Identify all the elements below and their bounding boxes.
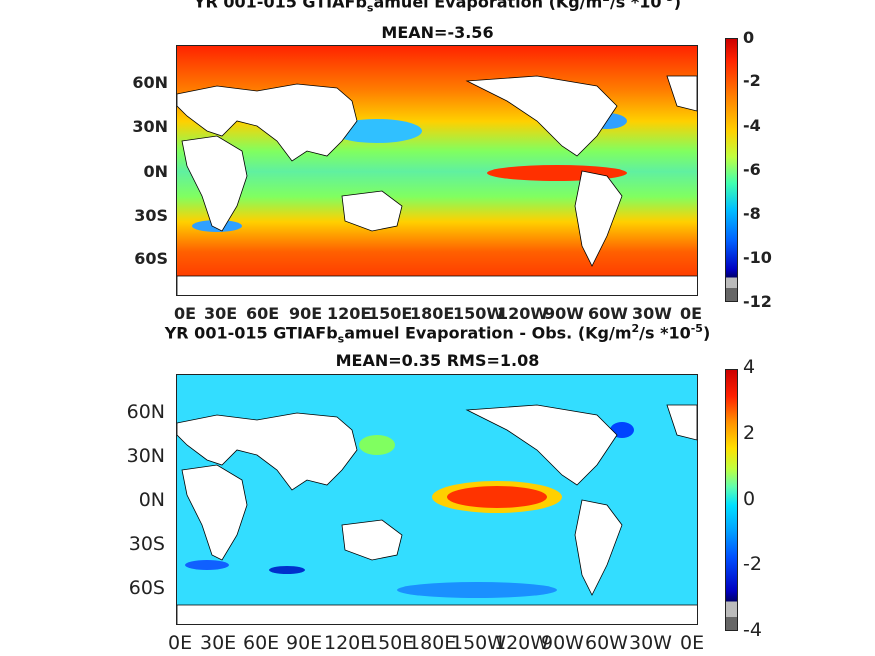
panel1-australia xyxy=(341,190,403,232)
panel2-lon-label: 180E xyxy=(408,632,457,654)
panel1-lon-label: 60W xyxy=(588,304,628,323)
panel1-lon-axis: 0E 30E 60E 90E 120E 150E 180E 150W 120W … xyxy=(0,304,875,324)
panel1-lon-label: 90E xyxy=(289,304,323,323)
panel2-south-indian-anom-2 xyxy=(269,566,305,574)
panel2-lon-label: 30W xyxy=(629,632,672,654)
panel2-equatorial-positive xyxy=(447,486,547,508)
panel1-lon-label: 0E xyxy=(174,304,197,323)
panel2-lon-label: 150W xyxy=(451,632,507,654)
panel2-africa xyxy=(181,464,248,561)
panel2-australia xyxy=(341,519,403,561)
panel1-lon-label: 150E xyxy=(368,304,413,323)
panel2-cbar-tick: 4 xyxy=(743,356,756,378)
panel2-map xyxy=(176,374,698,625)
panel1-map xyxy=(176,45,698,296)
panel1-lon-label: 120E xyxy=(327,304,372,323)
panel2-cbar-tick: 2 xyxy=(743,422,756,444)
panel1-land xyxy=(177,75,697,295)
panel2-southern-ocean-anom xyxy=(397,582,557,598)
panel1-lat-30s: 30S xyxy=(134,206,168,225)
panel1-lon-label: 30W xyxy=(632,304,672,323)
panel1-cbar-tick: -10 xyxy=(743,248,772,267)
panel2-lat-60n: 60N xyxy=(126,401,165,423)
panel2-lon-label: 0E xyxy=(168,632,193,654)
panel1-cbar-tick: -4 xyxy=(743,116,761,135)
panel1-lon-label: 120W xyxy=(497,304,549,323)
panel1-lon-label: 150W xyxy=(453,304,505,323)
panel1-cbar-tick: -8 xyxy=(743,204,761,223)
panel1-lon-label: 90W xyxy=(544,304,584,323)
panel1-south-america xyxy=(574,170,623,267)
panel1-lat-60s: 60S xyxy=(134,249,168,268)
panel2-cbar-tick: 0 xyxy=(743,488,756,510)
panel2-lat-0n: 0N xyxy=(138,489,165,511)
panel1-lat-0n: 0N xyxy=(143,162,168,181)
panel1-eurasia xyxy=(177,83,358,162)
panel2-lon-label: 60E xyxy=(243,632,280,654)
panel1-cbar-tick: -2 xyxy=(743,71,761,90)
panel2-greenland xyxy=(666,404,697,441)
panel1-lon-label: 180E xyxy=(410,304,455,323)
panel2-lon-label: 30E xyxy=(200,632,237,654)
panel1-title: YR 001-015 GTIAFbsamuel Evaporation (Kg/… xyxy=(193,0,682,15)
panel2-colorbar xyxy=(725,369,738,631)
panel1-greenland xyxy=(666,75,697,112)
panel2-cbar-tick: -2 xyxy=(743,553,762,575)
panel2-lon-axis: 0E 30E 60E 90E 120E 150E 180E 150W 120W … xyxy=(0,632,875,654)
panel2-lon-label: 60W xyxy=(585,632,628,654)
panel2-north-america xyxy=(465,404,618,486)
panel1-cbar-tick: -6 xyxy=(743,160,761,179)
panel2-lon-label: 90E xyxy=(286,632,323,654)
panel1-cbar-tick: -12 xyxy=(743,292,772,311)
panel2-kuroshio-anom xyxy=(359,435,395,455)
panel2-lon-label: 120E xyxy=(324,632,373,654)
panel2-title: YR 001-015 GTIAFbsamuel Evaporation - Ob… xyxy=(164,322,711,346)
panel2-south-indian-anom xyxy=(185,560,229,570)
panel2-lon-label: 150E xyxy=(366,632,415,654)
panel2-cbar-tick: -4 xyxy=(743,619,762,641)
panel2-lat-30n: 30N xyxy=(126,445,165,467)
panel2-south-america xyxy=(574,499,623,596)
panel1-cbar-tick: 0 xyxy=(743,28,755,47)
panel1-map-svg xyxy=(177,46,697,295)
panel1-colorbar xyxy=(725,38,738,302)
panel2-lat-60s: 60S xyxy=(128,577,165,599)
panel1-lat-60n: 60N xyxy=(132,73,168,92)
panel2-map-svg xyxy=(177,375,697,624)
panel1-north-america xyxy=(465,75,618,157)
panel2-land xyxy=(177,404,697,624)
panel2-lon-label: 0E xyxy=(680,632,705,654)
panel2-lat-30s: 30S xyxy=(128,533,165,555)
panel2-eurasia xyxy=(177,412,358,491)
panel1-lon-label: 60E xyxy=(246,304,280,323)
panel2-stats: MEAN=0.35 RMS=1.08 xyxy=(335,351,540,370)
panel1-antarctica xyxy=(177,275,697,295)
panel1-lon-label: 30E xyxy=(204,304,238,323)
panel1-stats: MEAN=-3.56 xyxy=(381,23,494,42)
panel2-lon-label: 90W xyxy=(541,632,584,654)
panel1-africa xyxy=(181,135,248,232)
panel1-lat-30n: 30N xyxy=(132,117,168,136)
panel2-lon-label: 120W xyxy=(494,632,550,654)
panel2-antarctica xyxy=(177,604,697,624)
panel1-lon-label: 0E xyxy=(680,304,703,323)
